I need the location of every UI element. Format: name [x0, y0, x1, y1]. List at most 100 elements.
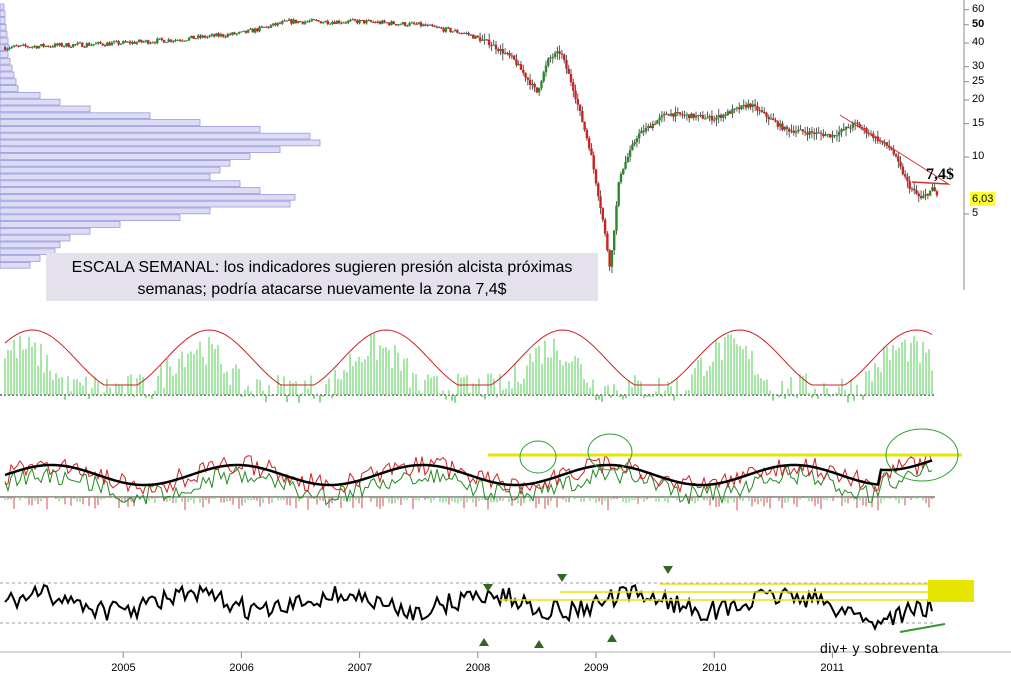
candle-body	[506, 52, 509, 54]
candle-body	[403, 22, 407, 26]
candle-body	[765, 112, 768, 117]
candle-body	[458, 32, 461, 34]
candle-body	[451, 31, 454, 33]
price-tick-label: 40	[972, 36, 985, 49]
candle-body	[497, 49, 500, 51]
candle-body	[656, 120, 659, 124]
candle-body	[490, 45, 493, 47]
candle-body	[494, 44, 498, 50]
candle-body	[694, 115, 698, 118]
candle-body	[540, 81, 543, 88]
candle-body	[594, 169, 598, 184]
candle-body	[844, 126, 848, 130]
candle-body	[728, 111, 732, 114]
candle-body	[435, 26, 439, 28]
candle-body	[885, 142, 889, 146]
trendline	[839, 114, 951, 186]
candle-body	[801, 129, 805, 132]
candle-body	[669, 113, 673, 116]
candle-body	[462, 33, 466, 35]
candle-body	[788, 128, 791, 132]
candle-body	[440, 27, 443, 29]
candle-body	[585, 129, 589, 139]
candle-body	[231, 32, 234, 35]
candle-body	[522, 69, 525, 73]
circle-annotation	[587, 433, 633, 471]
volume-profile-bar	[0, 51, 9, 58]
candle-body	[344, 22, 348, 24]
candle-body	[167, 39, 170, 43]
candle-body	[192, 35, 195, 39]
candle-body	[533, 83, 536, 88]
candle-body	[858, 123, 861, 128]
candle-body	[67, 43, 70, 48]
candle-body	[392, 21, 395, 25]
candle-body	[612, 230, 616, 251]
candle-body	[3, 47, 7, 50]
candle-body	[376, 21, 379, 23]
candle-body	[797, 130, 800, 132]
candle-body	[190, 35, 193, 38]
candle-body	[933, 187, 936, 192]
candle-body	[122, 41, 125, 44]
candle-body	[135, 42, 139, 44]
candle-body	[281, 21, 284, 24]
candle-body	[306, 21, 309, 23]
candle-body	[828, 134, 832, 138]
volume-profile-bar	[0, 207, 211, 215]
candle-body	[142, 41, 145, 43]
candle-body	[322, 22, 325, 24]
candle-body	[708, 115, 711, 118]
candle-body	[792, 130, 795, 133]
candle-body	[710, 115, 714, 121]
candle-body	[847, 126, 850, 128]
candle-body	[512, 55, 516, 60]
candle-body	[151, 42, 154, 44]
candle-body	[919, 196, 923, 199]
volume-profile-bar	[0, 71, 15, 79]
candle-body	[124, 41, 127, 43]
candle-body	[894, 154, 898, 157]
candle-body	[278, 22, 282, 24]
candle-body	[365, 20, 368, 24]
candle-body	[651, 123, 655, 129]
candle-body	[96, 42, 100, 44]
candle-body	[492, 44, 495, 46]
volume-profile-bar	[0, 261, 31, 269]
candle-body	[406, 25, 409, 27]
candle-body	[469, 34, 473, 36]
candle-body	[265, 26, 268, 28]
candle-body	[701, 115, 705, 119]
candle-body	[76, 42, 79, 45]
candle-body	[24, 44, 27, 47]
candle-body	[517, 64, 520, 66]
candle-body	[660, 115, 664, 118]
candle-body	[833, 135, 836, 137]
candle-body	[574, 90, 577, 100]
candle-body	[303, 21, 307, 24]
candle-body	[385, 22, 389, 24]
candle-body	[935, 191, 939, 196]
candle-body	[17, 45, 20, 47]
candle-body	[549, 57, 552, 59]
candle-body	[608, 250, 611, 267]
candle-body	[487, 39, 491, 46]
candle-body	[12, 45, 16, 47]
candle-body	[94, 43, 98, 45]
candle-body	[390, 21, 393, 26]
volume-profile-bar	[0, 200, 291, 208]
candle-body	[913, 188, 916, 191]
candle-body	[201, 35, 204, 38]
candle-body	[424, 24, 427, 26]
candle-body	[599, 196, 602, 209]
candle-body	[687, 114, 691, 119]
signal-line	[4, 329, 933, 386]
candle-body	[210, 34, 214, 36]
candle-body	[249, 28, 252, 30]
candle-body	[601, 208, 605, 220]
candle-body	[194, 38, 198, 40]
candle-body	[776, 121, 780, 127]
candle-body	[442, 28, 445, 32]
candle-body	[790, 130, 793, 132]
